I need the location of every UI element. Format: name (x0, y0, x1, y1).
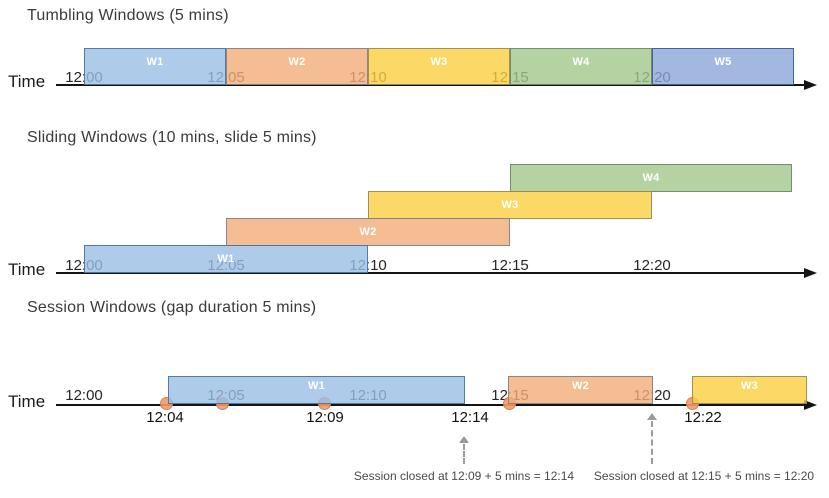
section-title: Sliding Windows (10 mins, slide 5 mins) (27, 129, 317, 146)
event-time-label: 12:04 (146, 409, 184, 426)
window-box-w4: W4 (510, 48, 652, 85)
window-label: W1 (307, 380, 326, 392)
section-title: Session Windows (gap duration 5 mins) (27, 299, 317, 316)
window-box-w3: W3 (692, 376, 807, 404)
time-axis-line (56, 404, 805, 406)
tick-label: 12:00 (65, 387, 103, 404)
window-box-w4: W4 (510, 164, 792, 192)
window-label: W5 (714, 56, 732, 68)
window-label: W2 (359, 226, 377, 238)
window-label: W4 (572, 56, 590, 68)
window-label: W3 (740, 380, 759, 392)
event-time-label: 12:14 (451, 409, 489, 426)
dashed-arrow-shaft (651, 421, 653, 464)
window-box-w2: W2 (226, 218, 510, 246)
dashed-arrow-shaft (463, 444, 465, 464)
window-box-w3: W3 (368, 48, 510, 85)
window-box-w1: W1 (84, 48, 226, 85)
tick-label: 12:15 (491, 257, 529, 274)
arrowhead-up-icon (459, 436, 469, 443)
time-axis-label: Time (8, 260, 46, 279)
arrowhead-right-icon (804, 400, 817, 410)
window-box-w2: W2 (226, 48, 368, 85)
arrowhead-right-icon (804, 268, 817, 278)
arrowhead-right-icon (804, 80, 817, 90)
window-label: W4 (642, 172, 660, 184)
time-axis-line (56, 84, 805, 86)
time-axis-label: Time (8, 72, 46, 91)
arrowhead-up-icon (647, 413, 657, 420)
window-label: W2 (571, 380, 590, 392)
tick-label: 12:20 (633, 257, 671, 274)
window-label: W2 (288, 56, 306, 68)
window-label: W3 (501, 199, 519, 211)
window-box-w2: W2 (508, 376, 653, 404)
window-box-w1: W1 (84, 245, 368, 273)
window-box-w3: W3 (368, 191, 652, 219)
session-close-annotation: Session closed at 12:09 + 5 mins = 12:14 (353, 469, 575, 483)
session-close-annotation: Session closed at 12:15 + 5 mins = 12:20 (593, 469, 815, 483)
event-time-label: 12:22 (684, 409, 722, 426)
window-label: W3 (430, 56, 448, 68)
window-box-w1: W1 (168, 376, 465, 404)
time-axis-label: Time (8, 392, 46, 411)
window-box-w5: W5 (652, 48, 794, 85)
window-label: W1 (146, 56, 164, 68)
section-title: Tumbling Windows (5 mins) (27, 7, 229, 24)
window-label: W1 (217, 253, 235, 265)
time-axis-line (56, 272, 805, 274)
event-time-label: 12:09 (306, 409, 344, 426)
